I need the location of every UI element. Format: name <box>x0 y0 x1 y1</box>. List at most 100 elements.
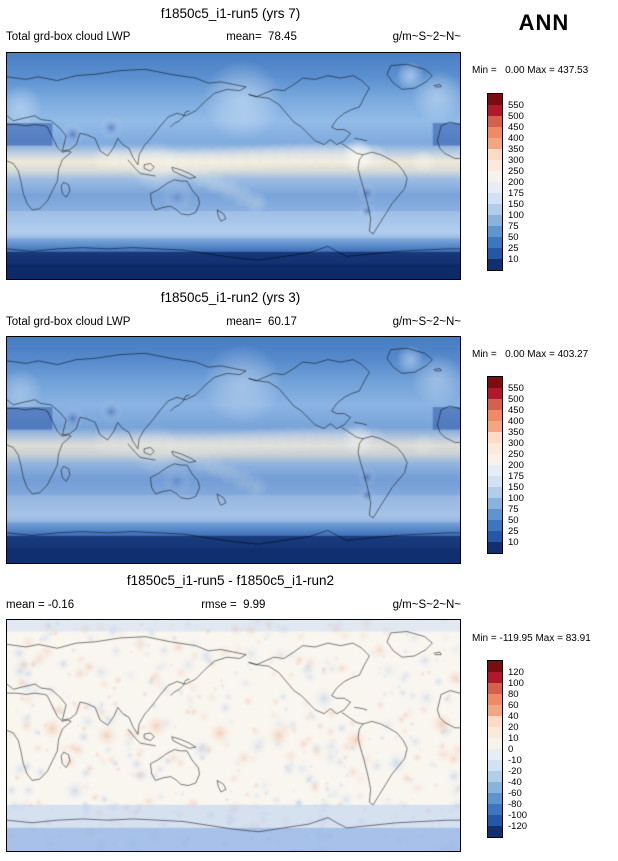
colorbar-segment <box>488 443 502 454</box>
colorbar-segment <box>488 399 502 410</box>
colorbar-tick-label: 100 <box>508 492 524 504</box>
colorbar-segment <box>488 705 502 716</box>
colorbar-tick-label: -100 <box>508 809 528 821</box>
colorbar-segment <box>488 487 502 498</box>
colorbar-swatches <box>487 376 503 554</box>
colorbar-tick-label: 10 <box>508 732 519 744</box>
colorbar-segment <box>488 826 502 837</box>
colorbar-segment <box>488 127 502 138</box>
panel1-map <box>6 52 461 280</box>
colorbar-segment <box>488 259 502 270</box>
colorbar-segment <box>488 226 502 237</box>
colorbar-segment <box>488 771 502 782</box>
colorbar-segment <box>488 531 502 542</box>
panel3-mean-label: mean = -0.16 <box>6 599 75 611</box>
panel2-meta-row: Total grd-box cloud LWP mean= 60.17 g/m~… <box>6 316 461 328</box>
colorbar-tick-label: 100 <box>508 209 524 221</box>
colorbar-tick-label: 450 <box>508 121 524 133</box>
panel2-map-canvas <box>7 337 460 563</box>
panel1-variable-label: Total grd-box cloud LWP <box>6 31 131 43</box>
colorbar-tick-label: 200 <box>508 176 524 188</box>
colorbar-segment <box>488 204 502 215</box>
colorbar-segment <box>488 804 502 815</box>
colorbar-tick-label: 40 <box>508 710 519 722</box>
panel1-units-label: g/m~S~2~N~ <box>392 31 461 43</box>
colorbar-tick-label: 250 <box>508 448 524 460</box>
colorbar-tick-label: 500 <box>508 110 524 122</box>
colorbar-tick-label: 50 <box>508 231 519 243</box>
colorbar-tick-label: 80 <box>508 688 519 700</box>
colorbar-segment <box>488 454 502 465</box>
panel3-colorbar: 120 100 80 60 40 20 10 0 -10 -20 -40 -60 -80 -100 -120 <box>487 660 527 838</box>
colorbar-segment <box>488 215 502 226</box>
colorbar-tick-label: 300 <box>508 437 524 449</box>
colorbar-tick-label: 350 <box>508 426 524 438</box>
colorbar-tick-label: 25 <box>508 525 519 537</box>
colorbar-tick-label: 350 <box>508 143 524 155</box>
colorbar-segment <box>488 542 502 553</box>
colorbar-tick-label: 75 <box>508 220 519 232</box>
panel1-minmax: Min = 0.00 Max = 437.53 <box>472 65 589 76</box>
colorbar-tick-label: 0 <box>508 743 514 755</box>
colorbar-segment <box>488 683 502 694</box>
colorbar-segment <box>488 815 502 826</box>
colorbar-segment <box>488 116 502 127</box>
colorbar-tick-label: 150 <box>508 481 524 493</box>
panel1-mean-label: mean= 78.45 <box>226 31 297 43</box>
colorbar-tick-label: 150 <box>508 198 524 210</box>
colorbar-segment <box>488 509 502 520</box>
panel3-map <box>6 619 461 852</box>
panel3-units-label: g/m~S~2~N~ <box>392 599 461 611</box>
colorbar-segment <box>488 138 502 149</box>
panel2-title: f1850c5_i1-run2 (yrs 3) <box>160 290 301 305</box>
colorbar-segment <box>488 171 502 182</box>
colorbar-segment <box>488 716 502 727</box>
colorbar-segment <box>488 182 502 193</box>
panel2-colorbar: 550 500 450 400 350 300 250 200 175 150 100 75 50 25 1… <box>487 376 524 554</box>
colorbar-segment <box>488 237 502 248</box>
panel3-meta-row: mean = -0.16 rmse = 9.99 g/m~S~2~N~ <box>6 599 461 611</box>
colorbar-segment <box>488 727 502 738</box>
colorbar-segment <box>488 105 502 116</box>
colorbar-tick-label: 175 <box>508 470 524 482</box>
colorbar-segment <box>488 410 502 421</box>
colorbar-tick-label: 500 <box>508 393 524 405</box>
colorbar-segment <box>488 738 502 749</box>
colorbar-segment <box>488 160 502 171</box>
panel2-mean-label: mean= 60.17 <box>226 316 297 328</box>
panel1-meta-row: Total grd-box cloud LWP mean= 78.45 g/m~… <box>6 31 461 43</box>
colorbar-segment <box>488 476 502 487</box>
colorbar-tick-label: -120 <box>508 820 528 832</box>
colorbar-segment <box>488 498 502 509</box>
colorbar-tick-label: 400 <box>508 415 524 427</box>
colorbar-segment <box>488 661 502 672</box>
colorbar-segment <box>488 749 502 760</box>
colorbar-segment <box>488 520 502 531</box>
panel1-title: f1850c5_i1-run5 (yrs 7) <box>160 6 301 21</box>
panel1-colorbar: 550 500 450 400 350 300 250 200 175 150 100 75 50 25 1… <box>487 93 524 271</box>
colorbar-segment <box>488 388 502 399</box>
colorbar-segment <box>488 760 502 771</box>
panel2-units-label: g/m~S~2~N~ <box>392 316 461 328</box>
panel3-title: f1850c5_i1-run5 - f1850c5_i1-run2 <box>126 573 335 588</box>
colorbar-tick-label: 50 <box>508 514 519 526</box>
colorbar-tick-label: 300 <box>508 154 524 166</box>
colorbar-swatches <box>487 660 503 838</box>
colorbar-segment <box>488 465 502 476</box>
colorbar-segment <box>488 672 502 683</box>
colorbar-segment <box>488 149 502 160</box>
panel2-variable-label: Total grd-box cloud LWP <box>6 316 131 328</box>
panel2-map <box>6 336 461 564</box>
colorbar-tick-label: 20 <box>508 721 519 733</box>
colorbar-tick-label: 25 <box>508 242 519 254</box>
colorbar-tick-label: -80 <box>508 798 522 810</box>
colorbar-tick-label: 10 <box>508 536 519 548</box>
colorbar-tick-label: 10 <box>508 253 519 265</box>
colorbar-segment <box>488 377 502 388</box>
panel1-map-canvas <box>7 53 460 279</box>
colorbar-segment <box>488 94 502 105</box>
colorbar-tick-label: 400 <box>508 132 524 144</box>
colorbar-tick-label: -40 <box>508 776 522 788</box>
colorbar-segment <box>488 432 502 443</box>
colorbar-swatches <box>487 93 503 271</box>
